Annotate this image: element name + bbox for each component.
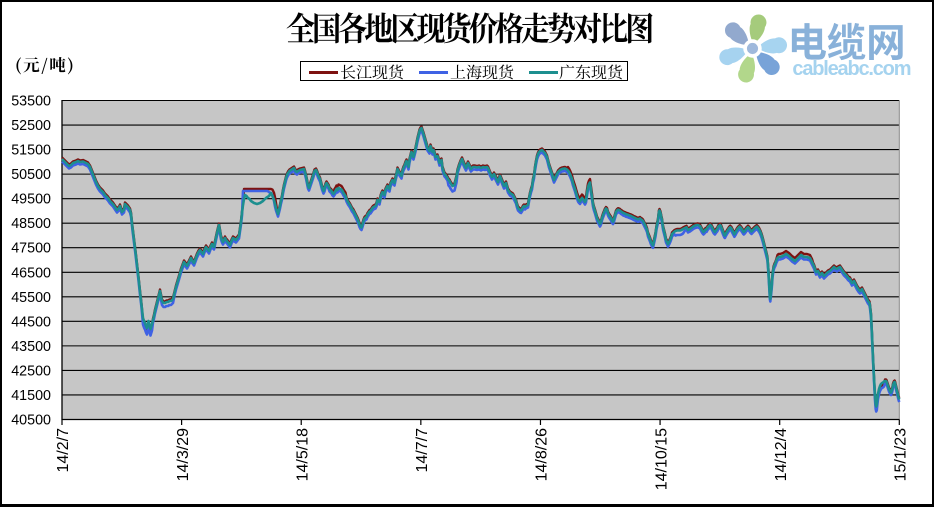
svg-text:14/3/29: 14/3/29 <box>175 428 192 481</box>
svg-text:15/1/23: 15/1/23 <box>893 428 910 481</box>
svg-text:电缆网: 电缆网 <box>788 11 906 68</box>
svg-text:42500: 42500 <box>11 363 51 379</box>
svg-text:14/5/18: 14/5/18 <box>294 428 311 481</box>
svg-text:43500: 43500 <box>11 339 51 355</box>
svg-text:14/10/15: 14/10/15 <box>653 428 670 490</box>
svg-text:40500: 40500 <box>11 413 51 429</box>
svg-text:49500: 49500 <box>11 192 51 208</box>
svg-text:50500: 50500 <box>11 167 51 183</box>
svg-text:52500: 52500 <box>11 118 51 134</box>
svg-text:cableabc.com: cableabc.com <box>792 58 910 80</box>
svg-text:47500: 47500 <box>11 241 51 257</box>
svg-text:14/12/4: 14/12/4 <box>773 428 790 481</box>
svg-text:44500: 44500 <box>11 314 51 330</box>
svg-text:14/2/7: 14/2/7 <box>55 428 72 473</box>
svg-text:48500: 48500 <box>11 216 51 232</box>
svg-text:46500: 46500 <box>11 265 51 281</box>
svg-text:14/8/26: 14/8/26 <box>534 428 551 481</box>
svg-text:41500: 41500 <box>11 388 51 404</box>
svg-text:53500: 53500 <box>11 94 51 110</box>
svg-text:45500: 45500 <box>11 290 51 306</box>
svg-text:51500: 51500 <box>11 143 51 159</box>
svg-text:14/7/7: 14/7/7 <box>414 428 431 473</box>
